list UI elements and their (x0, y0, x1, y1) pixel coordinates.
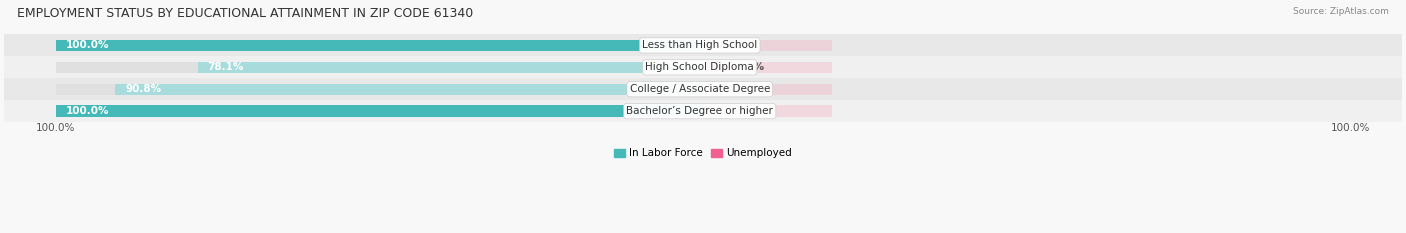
Text: 4.0%: 4.0% (735, 62, 765, 72)
Text: Bachelor’s Degree or higher: Bachelor’s Degree or higher (626, 106, 773, 116)
Bar (703, 106, 713, 117)
Text: 100.0%: 100.0% (66, 106, 110, 116)
Bar (56, 106, 703, 117)
Bar (703, 62, 832, 73)
Bar (198, 62, 703, 73)
Text: EMPLOYMENT STATUS BY EDUCATIONAL ATTAINMENT IN ZIP CODE 61340: EMPLOYMENT STATUS BY EDUCATIONAL ATTAINM… (17, 7, 474, 20)
Bar (56, 84, 703, 95)
Bar (56, 106, 703, 117)
Bar (115, 84, 703, 95)
Bar (703, 62, 728, 73)
Text: 90.8%: 90.8% (125, 84, 162, 94)
Bar (703, 40, 832, 51)
Text: High School Diploma: High School Diploma (645, 62, 754, 72)
Text: 100.0%: 100.0% (66, 40, 110, 50)
Text: Less than High School: Less than High School (643, 40, 758, 50)
Text: College / Associate Degree: College / Associate Degree (630, 84, 770, 94)
Bar (4, 34, 1402, 56)
Bar (56, 40, 703, 51)
Bar (4, 56, 1402, 78)
Bar (56, 40, 703, 51)
Text: 0.0%: 0.0% (720, 40, 748, 50)
Bar (703, 40, 713, 51)
Bar (703, 106, 832, 117)
Text: 78.1%: 78.1% (207, 62, 243, 72)
Text: 0.0%: 0.0% (720, 84, 748, 94)
Bar (4, 78, 1402, 100)
Bar (703, 84, 832, 95)
Bar (703, 84, 713, 95)
Bar (4, 100, 1402, 122)
Legend: In Labor Force, Unemployed: In Labor Force, Unemployed (610, 144, 796, 162)
Text: Source: ZipAtlas.com: Source: ZipAtlas.com (1294, 7, 1389, 16)
Text: 0.0%: 0.0% (720, 106, 748, 116)
Bar (56, 62, 703, 73)
